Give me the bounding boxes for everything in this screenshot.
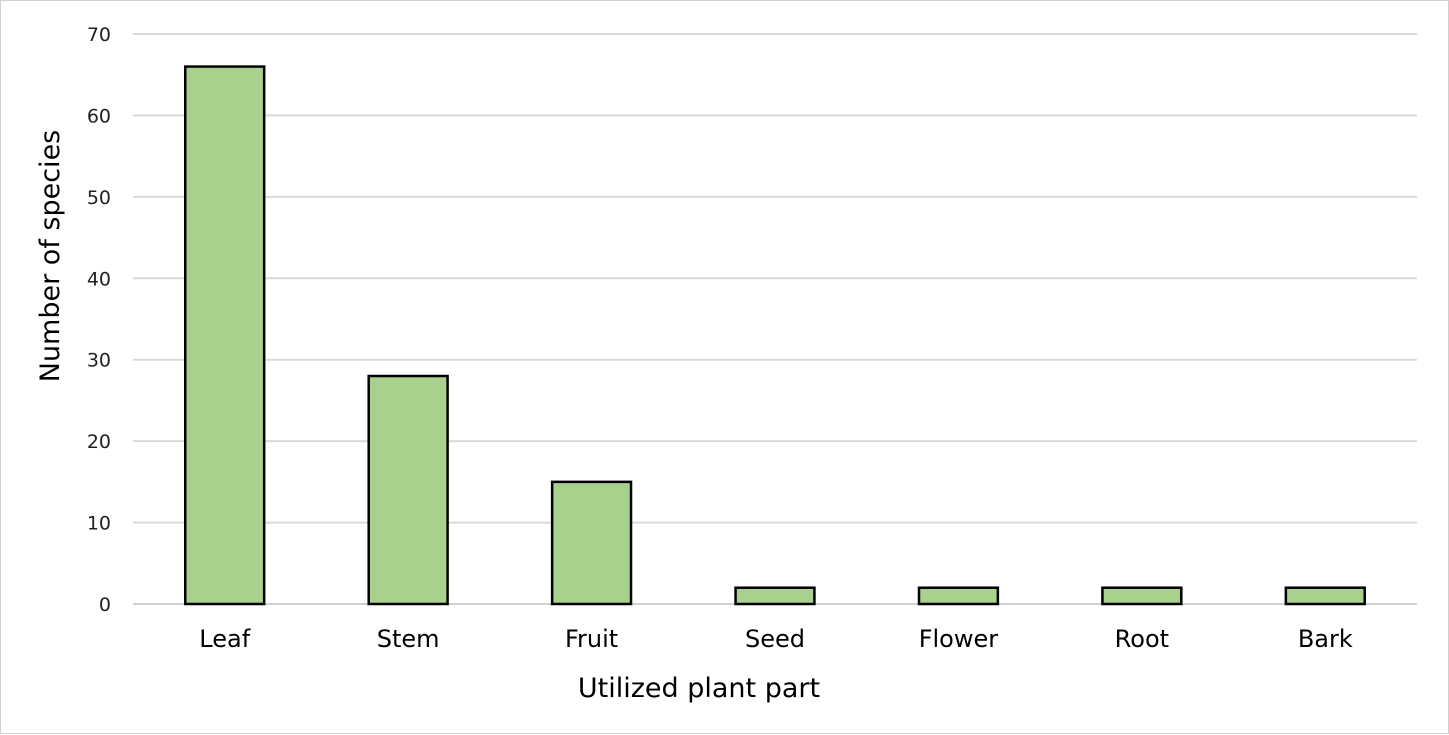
y-tick-label: 40 (87, 268, 111, 290)
bars (184, 65, 1366, 606)
bar-seed (734, 586, 816, 606)
y-tick-label: 50 (87, 187, 111, 209)
y-tick-label: 0 (99, 594, 111, 616)
x-tick-label: Flower (919, 625, 999, 653)
bar-leaf (184, 65, 266, 606)
gridlines (133, 33, 1417, 605)
y-tick-label: 30 (87, 350, 111, 372)
bar-fruit (550, 480, 633, 606)
x-axis-ticks: Leaf Stem Fruit Seed Flower Root Bark (199, 625, 1353, 653)
x-tick-label: Fruit (565, 625, 618, 653)
bar-bark (1284, 586, 1366, 606)
x-tick-label: Seed (745, 625, 805, 653)
y-tick-label: 10 (87, 513, 111, 535)
x-tick-label: Root (1115, 625, 1169, 653)
y-axis-ticks: 0 10 20 30 40 50 60 70 (87, 24, 111, 616)
bar-stem (367, 374, 449, 606)
x-tick-label: Bark (1298, 625, 1353, 653)
y-tick-label: 70 (87, 24, 111, 46)
x-axis-title: Utilized plant part (578, 673, 820, 704)
y-tick-label: 20 (87, 431, 111, 453)
bar-flower (917, 586, 1000, 606)
y-axis-title: Number of species (35, 130, 66, 383)
bar-root (1101, 586, 1183, 606)
x-tick-label: Stem (377, 625, 440, 653)
y-tick-label: 60 (87, 105, 111, 127)
x-tick-label: Leaf (199, 625, 250, 653)
